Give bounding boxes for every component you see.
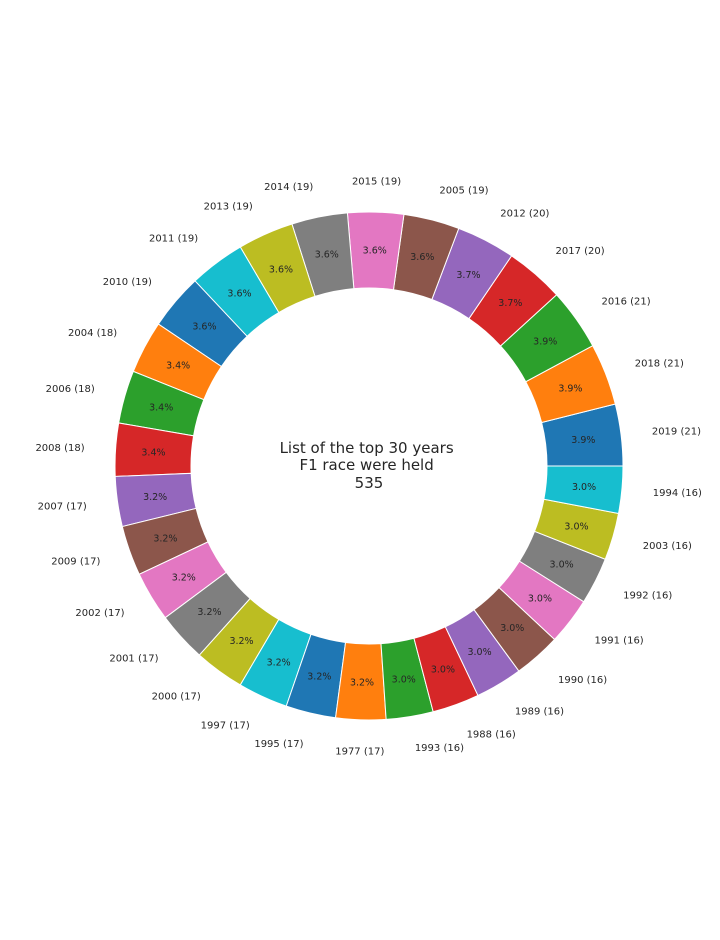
category-label-9: 2011 (19)	[149, 233, 198, 244]
category-label-10: 2010 (19)	[103, 277, 152, 288]
percent-label-11: 3.4%	[166, 360, 190, 371]
percent-label-0: 3.9%	[571, 435, 595, 446]
category-label-22: 1993 (16)	[415, 743, 464, 754]
percent-label-21: 3.2%	[350, 677, 374, 688]
percent-label-26: 3.0%	[528, 594, 552, 605]
percent-label-2: 3.9%	[533, 337, 557, 348]
percent-label-16: 3.2%	[172, 573, 196, 584]
percent-label-27: 3.0%	[550, 559, 574, 570]
percent-label-25: 3.0%	[500, 623, 524, 634]
percent-label-6: 3.6%	[363, 246, 387, 257]
category-label-11: 2004 (18)	[68, 328, 117, 339]
percent-labels-group: 3.9% 3.9% 3.9% 3.7% 3.7% 3.6% 3.6% 3.6% 3.6% 3.6%…	[141, 246, 596, 689]
category-label-4: 2012 (20)	[500, 209, 549, 220]
category-label-27: 1992 (16)	[623, 591, 672, 602]
category-label-0: 2019 (21)	[652, 426, 701, 437]
center-text-line-1: List of the top 30 years	[280, 439, 454, 457]
category-label-1: 2018 (21)	[635, 358, 684, 369]
percent-label-1: 3.9%	[558, 383, 582, 394]
percent-label-29: 3.0%	[572, 482, 596, 493]
category-label-18: 2000 (17)	[152, 692, 201, 703]
category-label-7: 2014 (19)	[264, 182, 313, 193]
slices-group	[114, 211, 624, 721]
category-labels-group: 2019 (21) 2018 (21) 2016 (21) 2017 (20) 2012…	[35, 177, 702, 758]
percent-label-23: 3.0%	[431, 664, 455, 675]
category-label-8: 2013 (19)	[204, 201, 253, 212]
category-label-20: 1995 (17)	[254, 739, 303, 750]
category-label-16: 2002 (17)	[75, 608, 124, 619]
center-text: List of the top 30 years F1 race were he…	[280, 439, 459, 492]
category-label-23: 1988 (16)	[467, 729, 516, 740]
category-label-26: 1991 (16)	[595, 636, 644, 647]
center-text-line-3: 535	[355, 474, 384, 492]
center-text-line-2: F1 race were held	[299, 456, 433, 474]
percent-label-15: 3.2%	[153, 534, 177, 545]
percent-label-5: 3.6%	[410, 252, 434, 263]
category-label-29: 1994 (16)	[653, 488, 702, 499]
percent-label-20: 3.2%	[307, 672, 331, 683]
percent-label-12: 3.4%	[149, 403, 173, 414]
category-label-15: 2009 (17)	[51, 557, 100, 568]
category-label-14: 2007 (17)	[38, 502, 87, 513]
category-label-21: 1977 (17)	[335, 746, 384, 757]
percent-label-7: 3.6%	[315, 250, 339, 261]
category-label-19: 1997 (17)	[201, 720, 250, 731]
category-label-12: 2006 (18)	[46, 384, 95, 395]
category-label-2: 2016 (21)	[602, 297, 651, 308]
category-label-3: 2017 (20)	[556, 246, 605, 257]
percent-label-13: 3.4%	[141, 448, 165, 459]
category-label-25: 1990 (16)	[558, 675, 607, 686]
category-label-13: 2008 (18)	[35, 443, 84, 454]
percent-label-4: 3.7%	[456, 270, 480, 281]
percent-label-18: 3.2%	[229, 636, 253, 647]
category-label-24: 1989 (16)	[515, 706, 564, 717]
slice-29	[543, 465, 624, 515]
percent-label-22: 3.0%	[392, 675, 416, 686]
percent-label-3: 3.7%	[498, 298, 522, 309]
percent-label-24: 3.0%	[467, 647, 491, 658]
percent-label-14: 3.2%	[143, 492, 167, 503]
percent-label-19: 3.2%	[267, 658, 291, 669]
category-label-17: 2001 (17)	[109, 654, 158, 665]
category-label-5: 2005 (19)	[439, 185, 488, 196]
percent-label-8: 3.6%	[269, 264, 293, 275]
percent-label-10: 3.6%	[192, 322, 216, 333]
category-label-28: 2003 (16)	[643, 541, 692, 552]
percent-label-17: 3.2%	[197, 607, 221, 618]
category-label-6: 2015 (19)	[352, 177, 401, 188]
percent-label-28: 3.0%	[564, 522, 588, 533]
percent-label-9: 3.6%	[227, 289, 251, 300]
